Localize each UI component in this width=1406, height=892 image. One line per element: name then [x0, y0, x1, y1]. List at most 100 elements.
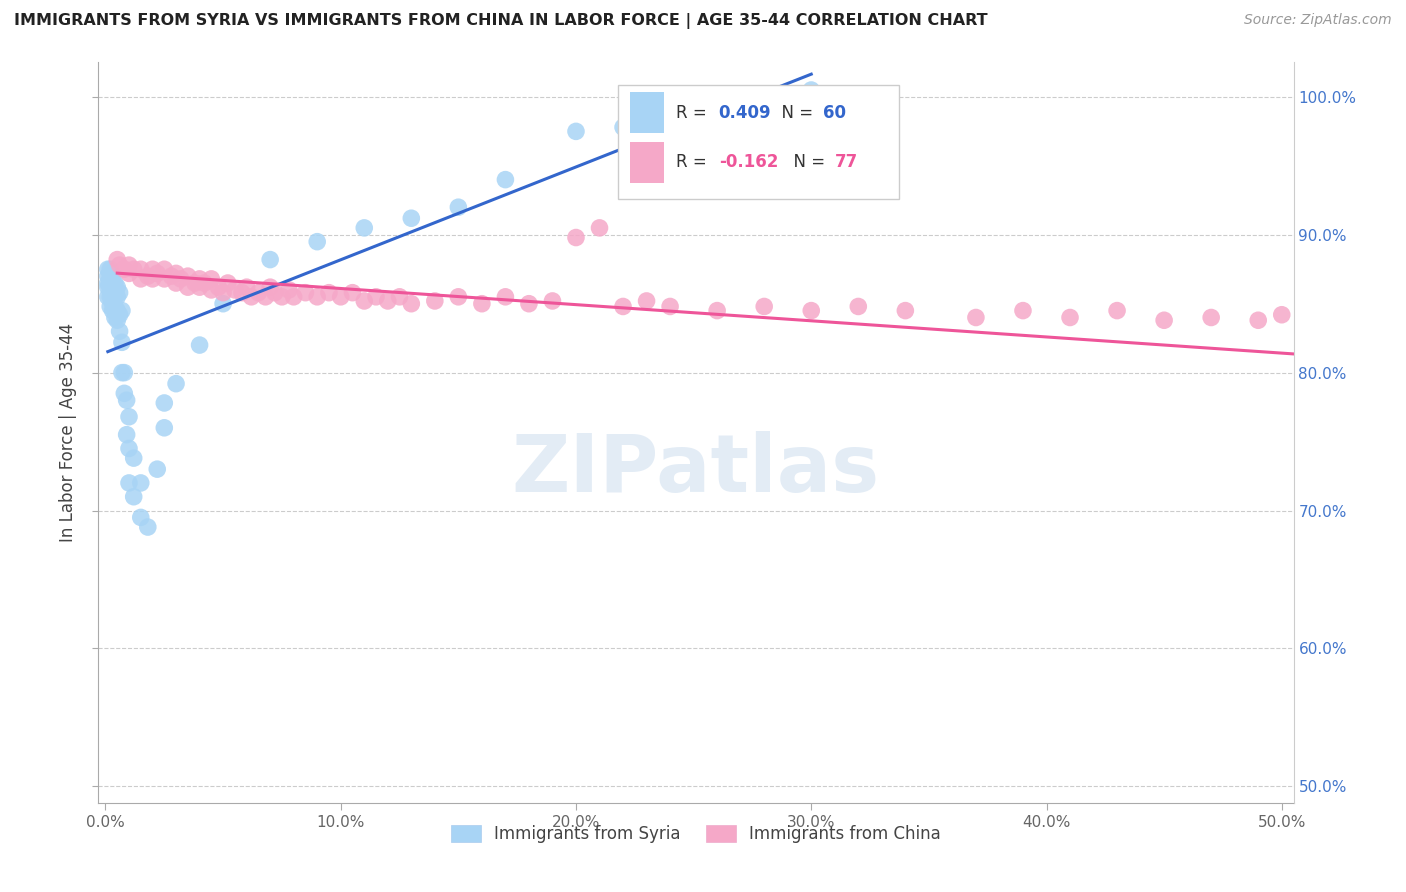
Text: Source: ZipAtlas.com: Source: ZipAtlas.com — [1244, 13, 1392, 28]
Point — [200, 283, 222, 297]
Point — [447, 200, 470, 214]
Point — [212, 285, 235, 300]
Point — [118, 409, 141, 424]
Point — [377, 293, 399, 308]
Point — [1271, 308, 1294, 322]
Point — [97, 290, 120, 304]
Point — [165, 276, 187, 290]
Point — [105, 290, 128, 304]
Point — [136, 269, 159, 284]
Point — [115, 427, 138, 442]
Point — [235, 280, 257, 294]
Point — [754, 300, 776, 314]
Point — [1107, 303, 1129, 318]
Point — [259, 280, 281, 294]
Text: 0.409: 0.409 — [718, 103, 772, 122]
Point — [318, 285, 340, 300]
Point — [307, 290, 329, 304]
Point — [108, 308, 131, 322]
Text: 60: 60 — [823, 103, 845, 122]
Point — [271, 290, 294, 304]
Point — [965, 310, 987, 325]
Point — [224, 283, 246, 297]
Point — [129, 475, 152, 490]
Point — [1012, 303, 1035, 318]
Point — [188, 272, 211, 286]
Point — [565, 230, 588, 244]
Point — [364, 290, 387, 304]
Point — [129, 510, 152, 524]
Text: N =: N = — [783, 153, 831, 171]
Point — [98, 290, 121, 304]
Point — [122, 490, 145, 504]
Point — [101, 296, 124, 310]
Point — [104, 276, 127, 290]
Point — [541, 293, 564, 308]
Point — [118, 442, 141, 456]
Text: -0.162: -0.162 — [718, 153, 778, 171]
Point — [153, 272, 176, 286]
Point — [846, 300, 869, 314]
Point — [800, 83, 823, 97]
Point — [111, 335, 134, 350]
Point — [160, 269, 183, 284]
Point — [353, 293, 375, 308]
Point — [730, 93, 752, 107]
Point — [188, 338, 211, 352]
Point — [153, 262, 176, 277]
Point — [101, 273, 124, 287]
Point — [517, 296, 540, 310]
Point — [165, 266, 187, 280]
Point — [97, 276, 120, 290]
Point — [105, 313, 128, 327]
Point — [307, 235, 329, 249]
Point — [146, 462, 169, 476]
Point — [423, 293, 446, 308]
Point — [111, 366, 134, 380]
Point — [108, 324, 131, 338]
Point — [101, 283, 124, 297]
Point — [118, 475, 141, 490]
Point — [278, 283, 301, 297]
Text: IMMIGRANTS FROM SYRIA VS IMMIGRANTS FROM CHINA IN LABOR FORCE | AGE 35-44 CORREL: IMMIGRANTS FROM SYRIA VS IMMIGRANTS FROM… — [14, 13, 987, 29]
Point — [263, 285, 285, 300]
Point — [122, 451, 145, 466]
Legend: Immigrants from Syria, Immigrants from China: Immigrants from Syria, Immigrants from C… — [444, 819, 948, 850]
Point — [153, 421, 176, 435]
Point — [565, 124, 588, 138]
Point — [447, 290, 470, 304]
Point — [342, 285, 364, 300]
Point — [104, 290, 127, 304]
Point — [294, 285, 316, 300]
Point — [115, 393, 138, 408]
Point — [188, 280, 211, 294]
FancyBboxPatch shape — [630, 142, 664, 183]
Point — [98, 300, 121, 314]
Point — [104, 300, 127, 314]
Point — [97, 280, 120, 294]
Text: 77: 77 — [835, 153, 858, 171]
Point — [184, 276, 207, 290]
Point — [659, 300, 682, 314]
Point — [612, 120, 634, 135]
Point — [105, 303, 128, 318]
FancyBboxPatch shape — [619, 85, 900, 200]
Point — [471, 296, 494, 310]
Point — [101, 290, 124, 304]
Point — [112, 262, 135, 277]
Point — [146, 266, 169, 280]
Point — [129, 272, 152, 286]
Text: R =: R = — [676, 153, 711, 171]
Point — [111, 303, 134, 318]
Point — [612, 300, 634, 314]
Point — [97, 269, 120, 284]
Point — [104, 310, 127, 325]
Point — [108, 258, 131, 272]
Text: R =: R = — [676, 103, 711, 122]
Point — [401, 211, 423, 226]
Point — [254, 290, 277, 304]
Point — [212, 296, 235, 310]
Point — [98, 269, 121, 284]
Point — [101, 303, 124, 318]
Point — [129, 262, 152, 277]
